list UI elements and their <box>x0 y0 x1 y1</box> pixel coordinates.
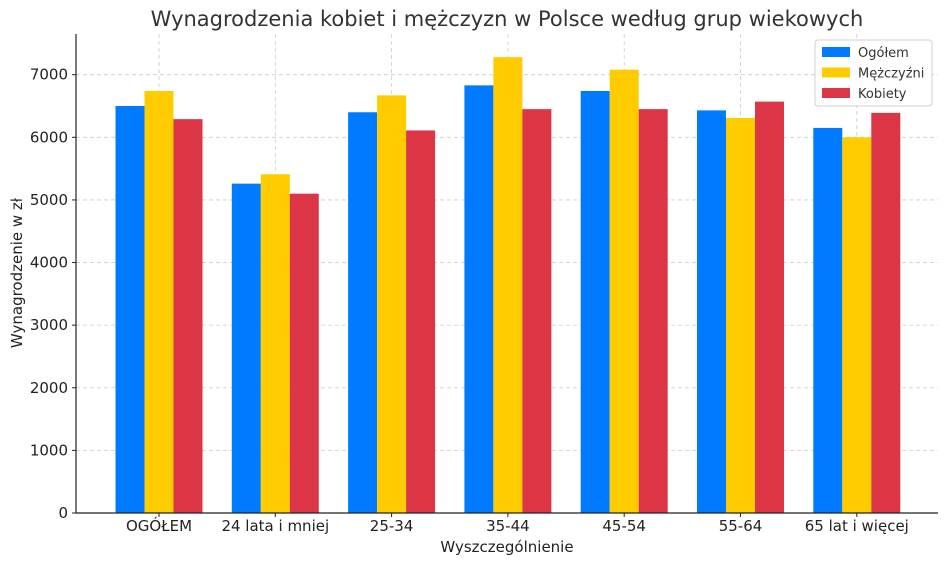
bar <box>726 117 755 514</box>
y-ticks: 0 1000 2000 3000 4000 5000 6000 7000 <box>30 66 76 522</box>
bar <box>638 109 668 513</box>
bar <box>289 193 319 513</box>
legend-swatch <box>822 47 850 57</box>
y-tick-label: 5000 <box>30 191 68 209</box>
bar <box>697 110 726 514</box>
bar <box>493 57 523 513</box>
x-tick-label: 25-34 <box>370 517 414 535</box>
bar <box>348 112 378 513</box>
bar <box>464 85 494 514</box>
bars <box>115 57 901 514</box>
bar <box>144 90 174 513</box>
bar <box>115 106 145 514</box>
x-tick-label: 35-44 <box>486 517 530 535</box>
x-axis-label: Wyszczególnienie <box>440 538 573 556</box>
y-tick-label: 0 <box>58 504 68 522</box>
x-ticks: OGÓŁEM 24 lata i mniej 25-34 35-44 45-54 55-6… <box>126 513 909 535</box>
y-tick-label: 6000 <box>30 128 68 146</box>
bar <box>842 137 872 513</box>
bar <box>173 119 203 514</box>
x-tick-label: 24 lata i mniej <box>221 517 329 535</box>
axes <box>75 34 938 514</box>
bar <box>580 90 610 513</box>
y-tick-label: 4000 <box>30 254 68 272</box>
bar <box>231 183 261 513</box>
chart-title: Wynagrodzenia kobiet i mężczyzn w Polsce… <box>151 7 864 31</box>
bar <box>260 174 290 513</box>
bar <box>755 101 784 513</box>
y-tick-label: 3000 <box>30 316 68 334</box>
legend-label: Kobiety <box>858 87 907 102</box>
x-tick-label: 55-64 <box>719 517 763 535</box>
bar <box>609 69 639 514</box>
y-tick-label: 7000 <box>30 66 68 84</box>
bar <box>813 127 843 513</box>
y-axis-label: Wynagrodzenie w zł <box>8 197 26 348</box>
bar <box>377 95 407 513</box>
bar <box>871 112 901 514</box>
y-tick-label: 2000 <box>30 379 68 397</box>
y-tick-label: 1000 <box>30 441 68 459</box>
legend-label: Ogółem <box>858 46 909 61</box>
bar <box>406 130 436 513</box>
x-tick-label: OGÓŁEM <box>126 516 192 535</box>
bar <box>522 109 552 513</box>
legend: Ogółem Mężczyźni Kobiety <box>814 39 933 107</box>
legend-swatch <box>822 67 850 78</box>
x-tick-label: 45-54 <box>602 517 646 535</box>
x-tick-label: 65 lat i więcej <box>805 517 909 535</box>
legend-label: Mężczyźni <box>858 67 924 82</box>
legend-swatch <box>822 88 850 98</box>
